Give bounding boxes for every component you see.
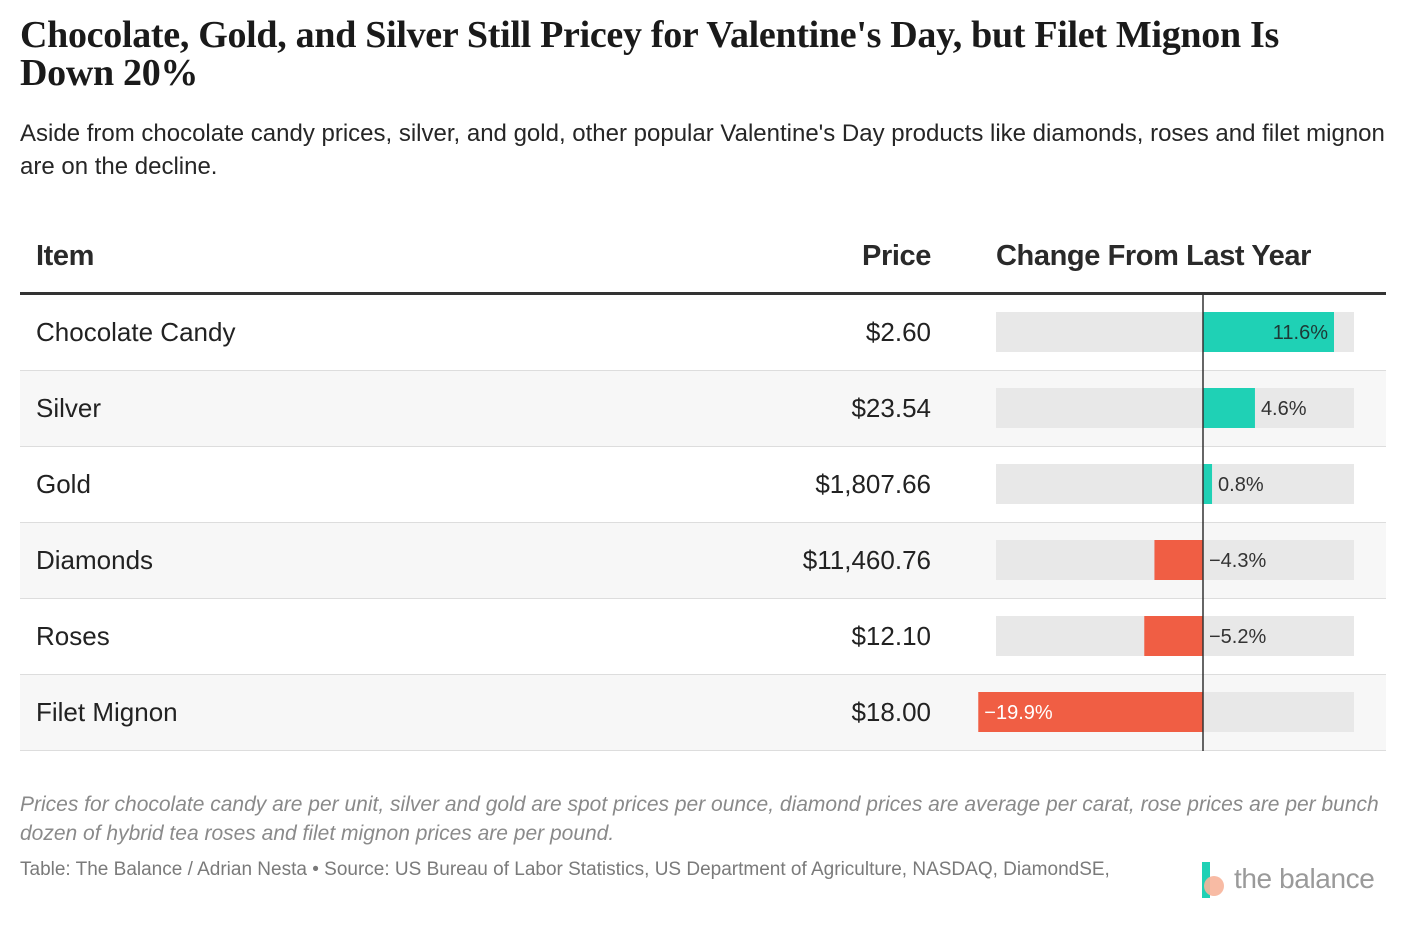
change-label: 11.6% (1273, 322, 1328, 344)
bar-track (996, 388, 1354, 428)
change-bar (978, 692, 1203, 732)
logo-text: the balance (1234, 863, 1375, 894)
row-price: $11,460.76 (802, 545, 931, 575)
change-label: −5.2% (1209, 626, 1266, 648)
row-price: $18.00 (851, 697, 931, 727)
row-price: $23.54 (851, 393, 931, 423)
change-bar (1203, 388, 1255, 428)
row-item: Diamonds (36, 545, 154, 575)
change-label: −4.3% (1209, 550, 1266, 572)
change-bar (1203, 464, 1213, 504)
row-item: Chocolate Candy (36, 317, 236, 347)
header-price: Price (862, 240, 931, 272)
change-label: −19.9% (984, 702, 1053, 724)
change-label: 0.8% (1218, 474, 1264, 496)
header-item: Item (36, 240, 95, 272)
change-bar (1203, 312, 1334, 352)
row-price: $1,807.66 (815, 469, 931, 499)
table-row: Gold $1,807.66 (20, 447, 1386, 523)
change-label: 4.6% (1261, 398, 1307, 420)
change-bar (1154, 540, 1203, 580)
table-header: Item Price Change From Last Year (20, 232, 1386, 295)
the-balance-logo-icon (1202, 862, 1224, 898)
change-bars: 11.6% 4.6% 0.8% −4.3% −5.2% −19.9% (978, 295, 1354, 751)
brand-logo: the balance (1200, 858, 1390, 898)
row-price: $2.60 (865, 317, 931, 347)
row-price: $12.10 (851, 621, 931, 651)
change-bar (1144, 616, 1203, 656)
table-notes: Prices for chocolate candy are per unit,… (20, 793, 1379, 845)
header-change: Change From Last Year (996, 240, 1312, 272)
row-item: Roses (36, 621, 110, 651)
table-row: Roses $12.10 (20, 599, 1386, 675)
chart-subtitle: Aside from chocolate candy prices, silve… (20, 120, 1385, 180)
row-item: Filet Mignon (36, 697, 178, 727)
bar-track (996, 464, 1354, 504)
chart-title: Chocolate, Gold, and Silver Still Pricey… (20, 14, 1279, 94)
source-credit: Table: The Balance / Adrian Nesta • Sour… (20, 859, 1110, 880)
table-row: Chocolate Candy $2.60 (20, 295, 1386, 371)
row-item: Silver (36, 393, 102, 423)
row-item: Gold (36, 469, 91, 499)
